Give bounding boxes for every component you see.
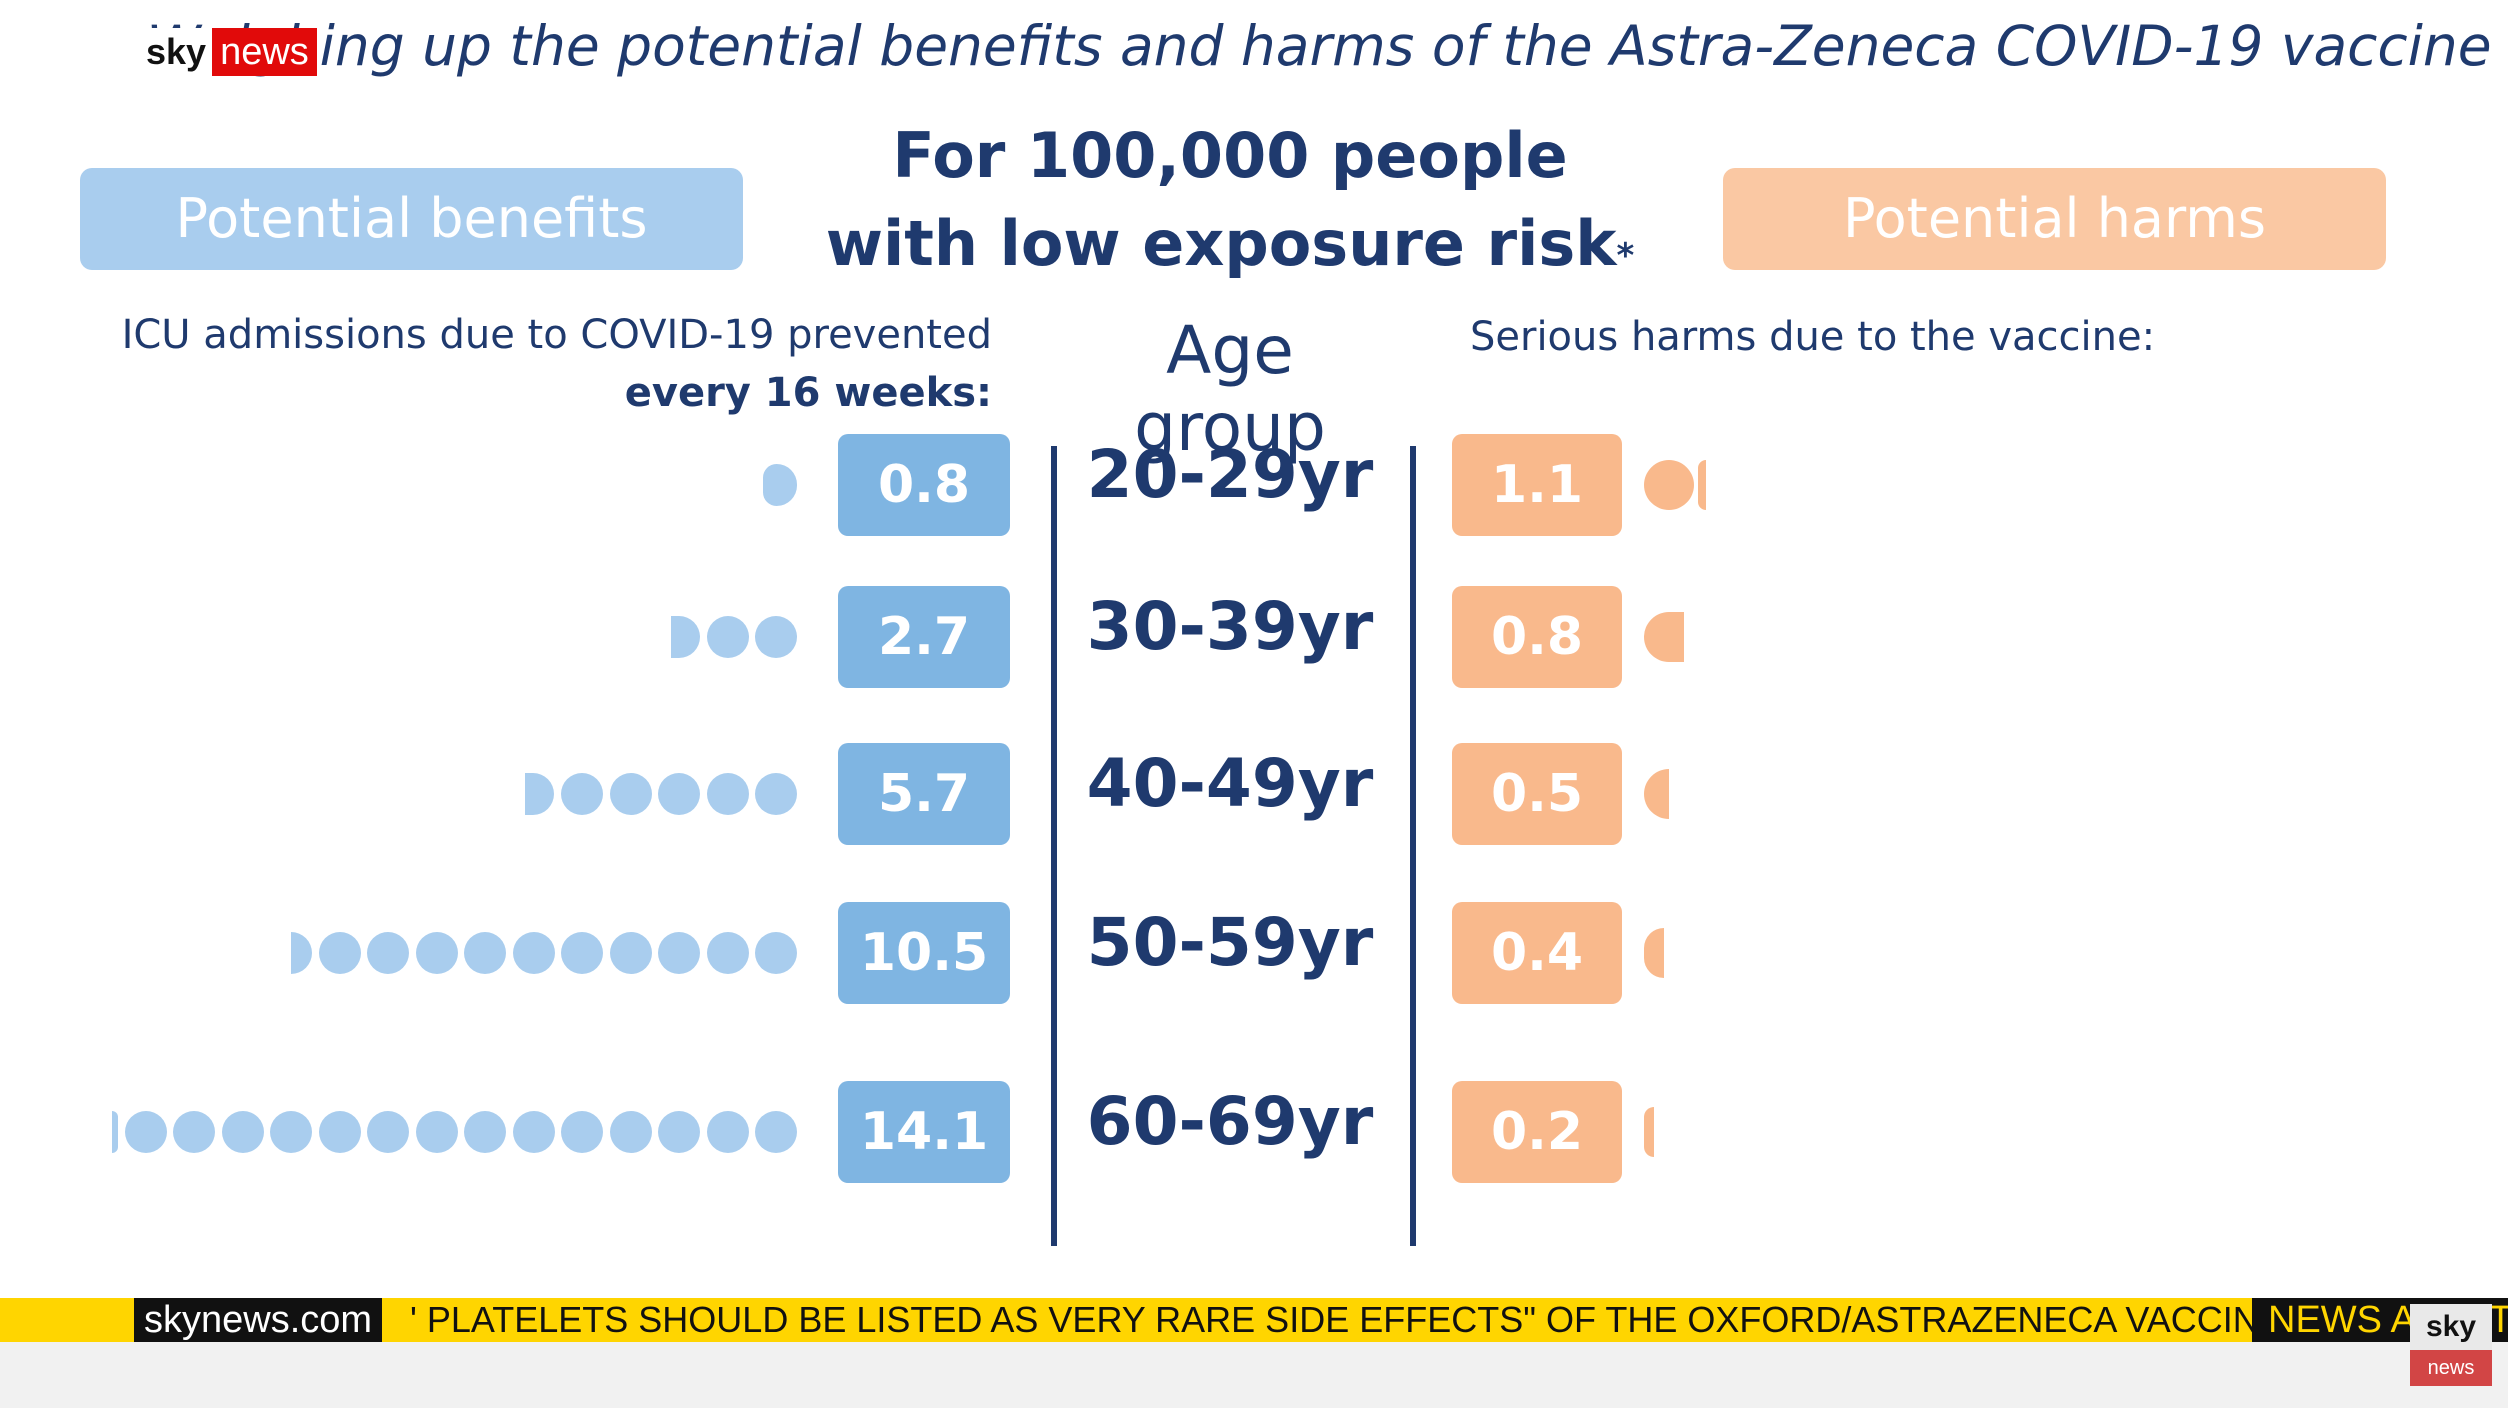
age-group-label-20-29yr: 20-29yr [1086, 436, 1374, 513]
benefit-person-dot [561, 773, 603, 815]
benefit-person-dot [706, 932, 749, 974]
benefit-value-box: 5.7 [838, 743, 1010, 845]
benefit-person-dot [512, 932, 555, 974]
benefit-person-dot [706, 1111, 749, 1153]
benefit-value-box: 0.8 [838, 434, 1010, 536]
benefit-person-dot [658, 1111, 700, 1153]
news-ticker [0, 1298, 2508, 1342]
left-divider [1051, 446, 1057, 1246]
benefit-person-dot [755, 932, 797, 974]
benefit-person-dot [270, 1111, 312, 1153]
benefit-value-box: 10.5 [838, 902, 1010, 1004]
age-group-label-40-49yr: 40-49yr [1086, 745, 1374, 822]
harms-caption: Serious harms due to the vaccine: [1470, 314, 2156, 360]
logo-sky-text: sky [138, 28, 213, 76]
benefit-person-dot [609, 1111, 652, 1153]
sky-news-logo: sky news [138, 28, 317, 76]
benefit-person-dot [464, 1111, 506, 1153]
right-divider [1410, 446, 1416, 1246]
footnote-mark: * [1616, 236, 1635, 276]
benefit-person-dot [221, 1111, 264, 1153]
benefit-person-dot [706, 616, 749, 658]
harm-partial-dot [1644, 1107, 1654, 1157]
benefits-header: Potential benefits [80, 168, 743, 270]
heading-line-2-text: with low exposure risk [825, 207, 1617, 280]
benefits-caption-line-1: ICU admissions due to COVID-19 prevented [121, 312, 992, 358]
benefit-person-dot [318, 1111, 361, 1153]
benefit-person-dot [755, 773, 797, 815]
benefit-person-dot [512, 1111, 555, 1153]
benefit-partial-dot [291, 932, 312, 974]
harm-partial-dot [1644, 928, 1664, 978]
benefit-person-dot [367, 932, 409, 974]
benefit-partial-dot [670, 616, 700, 658]
ticker-text: ' PLATELETS SHOULD BE LISTED AS VERY RAR… [410, 1299, 2283, 1340]
benefit-person-dot [415, 932, 458, 974]
benefit-person-dot [658, 932, 700, 974]
harm-value-box: 0.4 [1452, 902, 1622, 1004]
harm-partial-dot [1644, 769, 1669, 819]
corner-logo: sky news [2410, 1304, 2492, 1386]
benefits-caption-line-2: every 16 weeks: [624, 370, 992, 416]
harm-partial-dot [1698, 460, 1706, 510]
age-group-label-50-59yr: 50-59yr [1086, 904, 1374, 981]
benefit-person-dot [173, 1111, 215, 1153]
benefit-person-dot [706, 773, 749, 815]
age-group-label: Age group [1134, 312, 1326, 466]
heading-line-2: with low exposure risk* [790, 200, 1670, 288]
benefit-person-dot [561, 1111, 603, 1153]
benefit-value-box: 14.1 [838, 1081, 1010, 1183]
benefit-person-dot [124, 1111, 167, 1153]
corner-logo-sky: sky [2410, 1304, 2492, 1350]
benefit-person-dot [755, 1111, 797, 1153]
ticker-site: skynews.com [134, 1298, 383, 1342]
bottom-band [0, 1342, 2508, 1408]
benefit-person-dot [609, 932, 652, 974]
benefit-person-dot [755, 616, 797, 658]
benefit-person-dot [561, 932, 603, 974]
logo-news-text: news [212, 28, 317, 76]
harm-value-box: 1.1 [1452, 434, 1622, 536]
harm-value-box: 0.5 [1452, 743, 1622, 845]
benefit-person-dot [609, 773, 652, 815]
slide-title: Weighing up the potential benefits and h… [146, 14, 2492, 78]
harm-value-box: 0.2 [1452, 1081, 1622, 1183]
age-group-label-60-69yr: 60-69yr [1086, 1083, 1374, 1160]
heading-line-1: For 100,000 people [892, 119, 1568, 192]
benefit-person-dot [658, 773, 700, 815]
benefits-caption: ICU admissions due to COVID-19 prevented… [120, 306, 992, 422]
chart-heading: For 100,000 people with low exposure ris… [790, 112, 1670, 288]
benefit-partial-dot [112, 1111, 118, 1153]
harm-partial-dot [1644, 612, 1684, 662]
corner-logo-news: news [2410, 1350, 2492, 1386]
benefit-person-dot [464, 932, 506, 974]
benefit-value-box: 2.7 [838, 586, 1010, 688]
benefit-person-dot [367, 1111, 409, 1153]
benefit-partial-dot [763, 464, 797, 506]
benefit-person-dot [318, 932, 361, 974]
benefit-partial-dot [525, 773, 555, 815]
harm-value-box: 0.8 [1452, 586, 1622, 688]
benefit-person-dot [415, 1111, 458, 1153]
age-group-label-30-39yr: 30-39yr [1086, 588, 1374, 665]
harms-header: Potential harms [1723, 168, 2386, 270]
harm-person-dot [1644, 460, 1694, 510]
